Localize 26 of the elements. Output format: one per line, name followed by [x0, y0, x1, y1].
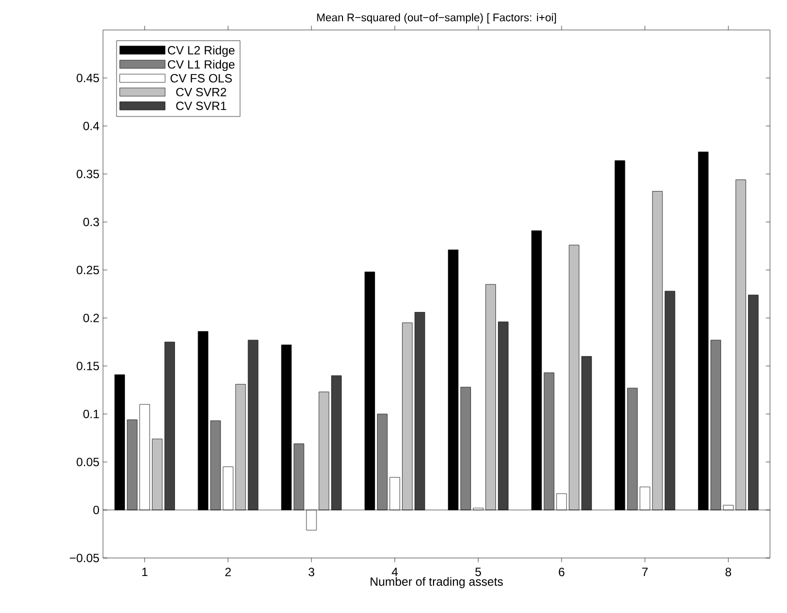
- legend-label: CV SVR2: [176, 88, 226, 96]
- y-tick-label: 0.45: [76, 74, 99, 82]
- x-axis-title: Number of trading assets: [370, 577, 503, 588]
- legend-label: CV L1 Ridge: [168, 60, 235, 72]
- chart-title: Mean R−squared (out−of−sample) [ Factors: i+oi]: [317, 13, 556, 24]
- x-tick-label: 3: [308, 568, 314, 576]
- y-tick-label: 0.4: [83, 122, 100, 130]
- y-tick-label: 0.25: [76, 266, 99, 274]
- x-tick-label: 2: [225, 568, 231, 576]
- y-tick-label: 0.2: [83, 314, 99, 322]
- x-tick-label: 1: [142, 568, 148, 576]
- x-tick-label: 7: [642, 568, 648, 576]
- y-tick-label: 0: [93, 506, 100, 514]
- x-tick-label: 6: [558, 568, 564, 576]
- y-tick-label: 0.15: [76, 362, 99, 370]
- x-tick-label: 8: [726, 568, 732, 576]
- y-tick-label: 0.3: [83, 218, 99, 226]
- legend-label: CV FS OLS: [170, 74, 232, 82]
- legend-label: CV L2 Ridge: [168, 46, 235, 57]
- y-tick-label: 0.35: [76, 170, 99, 178]
- legend-label: CV SVR1: [176, 102, 226, 110]
- y-tick-label: 0.1: [83, 410, 99, 418]
- x-tick-label: 4: [392, 568, 398, 576]
- x-tick-label: 5: [475, 568, 482, 576]
- y-tick-label: −0.05: [70, 554, 99, 562]
- y-tick-label: 0.05: [76, 458, 99, 466]
